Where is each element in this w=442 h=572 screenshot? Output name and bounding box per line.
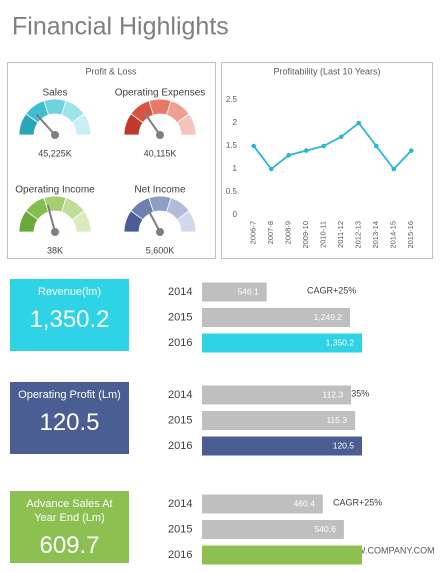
gauge-hub bbox=[156, 131, 164, 139]
y-tick-label: 2014 bbox=[168, 389, 192, 401]
y-tick-label: 2015 bbox=[168, 414, 192, 426]
bar bbox=[202, 520, 344, 539]
y-tick-label: 1 bbox=[233, 164, 238, 173]
y-tick-label: 2014 bbox=[168, 286, 192, 298]
x-tick-label: 2015-16 bbox=[406, 221, 415, 249]
annotation: CAGR+25% bbox=[307, 285, 356, 295]
data-point bbox=[391, 166, 397, 172]
gauge-segment bbox=[71, 113, 92, 136]
page-title: Financial Highlights bbox=[12, 13, 229, 41]
value-label: 115.3 bbox=[326, 415, 347, 425]
gauge-label: Operating Expenses bbox=[115, 88, 206, 99]
gauge-value: 45,225K bbox=[38, 148, 72, 158]
bar bbox=[202, 545, 362, 565]
y-tick-label: 2016 bbox=[168, 337, 192, 349]
gauge-segment bbox=[71, 210, 92, 233]
x-tick-label: 2013-14 bbox=[371, 221, 380, 249]
gauge-segment bbox=[176, 210, 197, 233]
value-label: 1,249.2 bbox=[314, 312, 343, 322]
x-tick-label: 2014-15 bbox=[389, 221, 398, 249]
panel-title: Profit & Loss bbox=[85, 66, 137, 76]
panel bbox=[221, 62, 433, 259]
data-point bbox=[408, 148, 414, 153]
gauge-needle bbox=[143, 111, 161, 136]
kpi-value: 609.7 bbox=[39, 532, 100, 559]
y-tick-label: 0 bbox=[233, 210, 238, 219]
kpi-value: 120.5 bbox=[39, 409, 100, 436]
x-tick-label: 2006-7 bbox=[249, 221, 258, 244]
kpi-label: Advance Sales At Year End (Lm) bbox=[26, 498, 113, 524]
value-label: 1,350.2 bbox=[326, 337, 355, 347]
y-tick-label: 2015 bbox=[168, 311, 192, 323]
bar bbox=[202, 282, 267, 302]
y-tick-label: 2016 bbox=[168, 440, 192, 452]
value-label: 460.4 bbox=[294, 498, 316, 508]
value-label: 546.1 bbox=[237, 286, 259, 296]
gauge-hub bbox=[156, 228, 164, 236]
gauge-value: 40,115K bbox=[144, 148, 177, 158]
gauge-value: 5,600K bbox=[146, 245, 175, 255]
y-tick-label: 2014 bbox=[168, 498, 192, 510]
y-tick-label: 2 bbox=[233, 118, 238, 127]
gauge-needle bbox=[145, 206, 161, 233]
gauge-label: Sales bbox=[42, 88, 67, 99]
bar bbox=[202, 494, 323, 514]
x-tick-label: 2007-8 bbox=[266, 221, 275, 244]
y-tick-label: 2016 bbox=[168, 549, 192, 561]
value-label: 112.3 bbox=[322, 389, 343, 399]
bar bbox=[202, 333, 362, 353]
gauge-needle bbox=[46, 204, 56, 233]
gauge-label: Operating Income bbox=[15, 185, 95, 196]
bar bbox=[202, 385, 352, 405]
y-tick-label: 2015 bbox=[168, 523, 192, 535]
data-line bbox=[253, 121, 412, 171]
data-point bbox=[321, 143, 327, 149]
kpi-label: Operating Profit (Lm) bbox=[18, 389, 121, 401]
y-tick-label: 0.5 bbox=[226, 187, 238, 196]
kpi-box: Revenue(lm) 1,350.2 bbox=[10, 279, 129, 351]
value-label: 540.6 bbox=[315, 524, 337, 534]
value-label: 120.5 bbox=[333, 440, 355, 450]
panel bbox=[7, 62, 216, 259]
bar bbox=[202, 411, 356, 430]
annotation: CAGR+25% bbox=[333, 497, 382, 507]
kpi-box: Operating Profit (Lm) 120.5 bbox=[10, 382, 129, 454]
data-point bbox=[286, 152, 292, 158]
x-tick-label: 2008-9 bbox=[284, 221, 293, 244]
bar bbox=[202, 436, 362, 456]
data-point bbox=[373, 143, 379, 149]
data-point bbox=[268, 166, 274, 172]
gauge-value: 38K bbox=[47, 245, 63, 255]
kpi-value: 1,350.2 bbox=[29, 306, 110, 333]
y-tick-label: 2.5 bbox=[226, 95, 238, 104]
kpi-box: Advance Sales At Year End (Lm) 609.7 bbox=[10, 491, 129, 563]
x-tick-label: 2010-11 bbox=[319, 221, 328, 248]
data-point bbox=[303, 148, 309, 153]
chart-title: Profitability (Last 10 Years) bbox=[273, 66, 380, 76]
bar bbox=[202, 308, 351, 327]
data-point bbox=[356, 120, 362, 126]
x-tick-label: 2011-12 bbox=[336, 221, 345, 248]
x-tick-label: 2009-10 bbox=[301, 221, 310, 249]
gauge-needle bbox=[35, 113, 56, 136]
gauge-hub bbox=[51, 228, 59, 236]
footer: WWW.COMPANY.COM bbox=[340, 545, 435, 555]
y-tick-label: 1.5 bbox=[226, 141, 238, 150]
data-point bbox=[338, 134, 344, 140]
x-tick-label: 2012-13 bbox=[354, 221, 363, 249]
data-point bbox=[251, 143, 257, 149]
gauge-segment bbox=[176, 113, 197, 136]
gauge-hub bbox=[51, 131, 59, 139]
kpi-label: Revenue(lm) bbox=[38, 286, 101, 298]
gauge-label: Net Income bbox=[134, 185, 186, 196]
